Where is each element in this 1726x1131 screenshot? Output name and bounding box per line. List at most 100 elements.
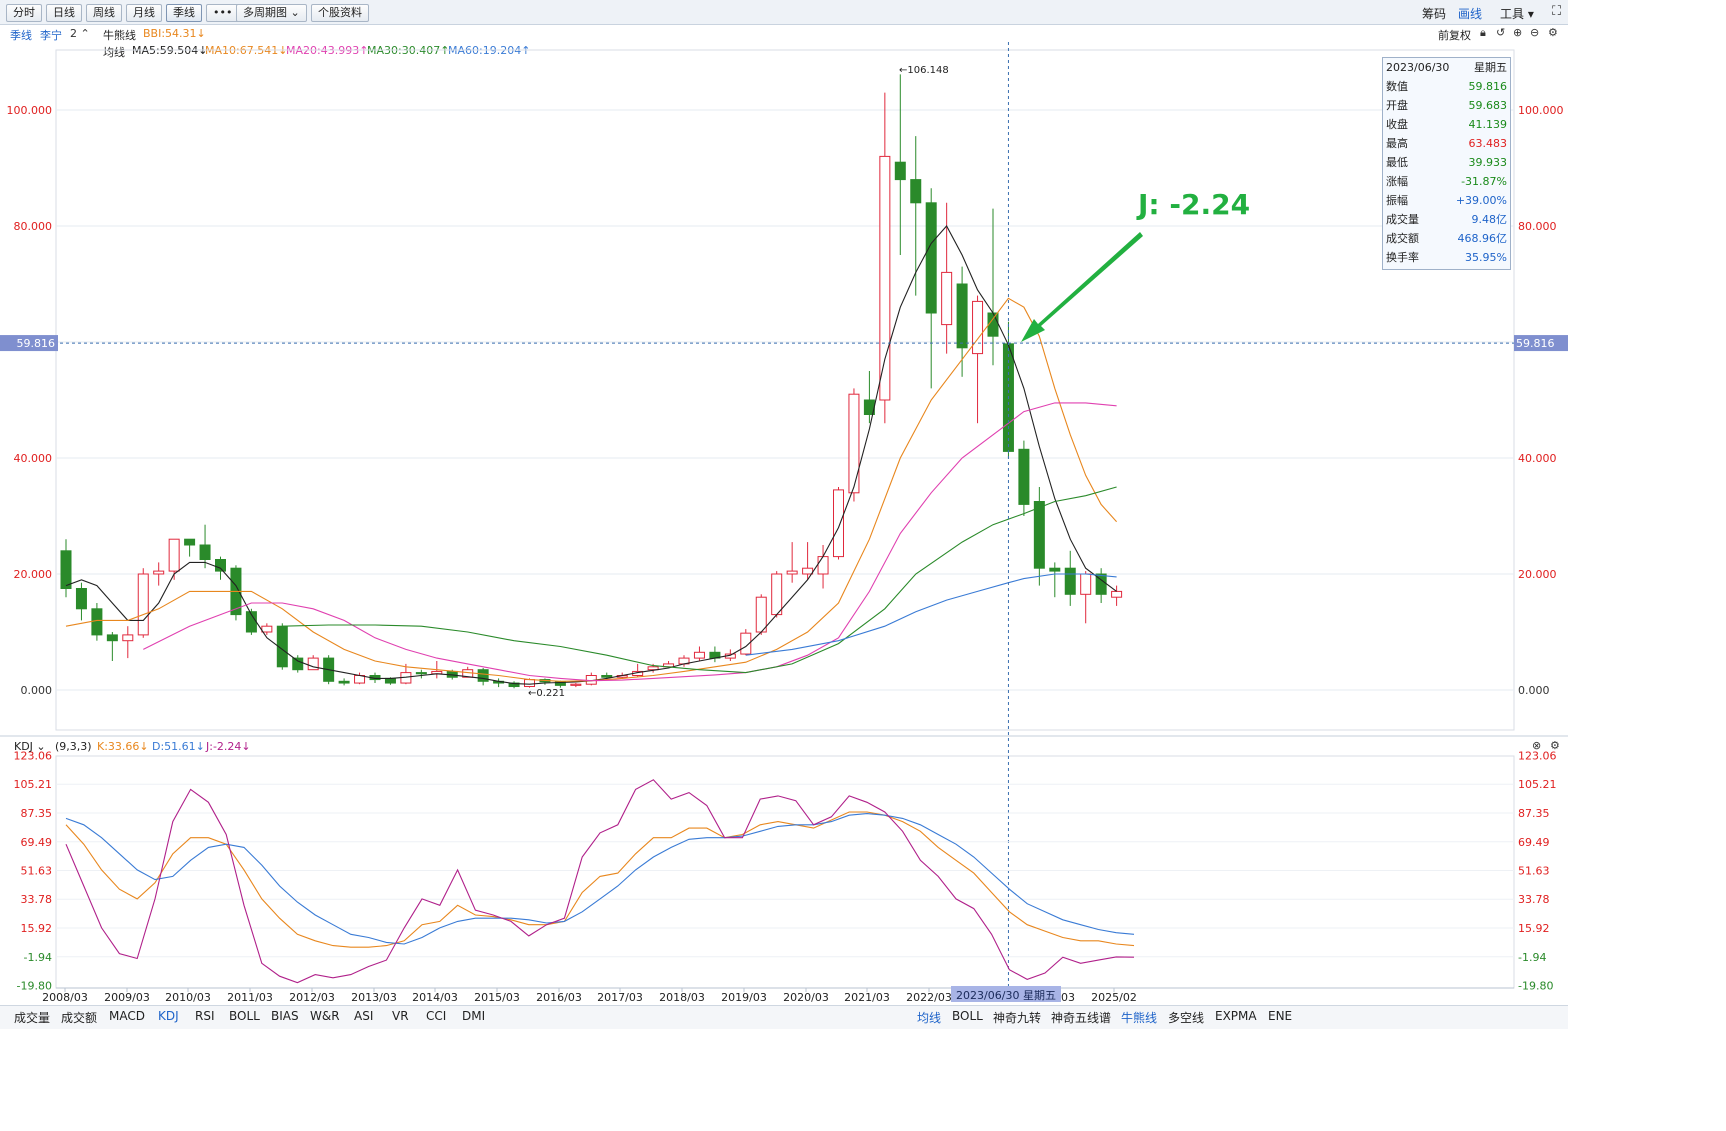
toolbar-button-4[interactable]: 季线 [166, 4, 202, 22]
info-row: 最低 39.933 [1383, 153, 1510, 172]
cursor-price-tag-left [0, 335, 58, 352]
indicator-tab-8[interactable]: ASI [354, 1009, 374, 1023]
toolbar-button-6[interactable]: 多周期图 ⌄ [236, 4, 307, 22]
price-axis-label-right: 40.000 [1518, 452, 1557, 465]
x-axis-label: 2022/03 [906, 991, 952, 1004]
overlay-tab-6[interactable]: EXPMA [1215, 1009, 1257, 1023]
kdj-axis-label-left: -1.94 [24, 951, 52, 964]
chip-distribution-link[interactable]: 筹码 [1422, 7, 1447, 21]
info-key: 最高 [1386, 137, 1408, 150]
candle-body [941, 271, 953, 326]
toolbar-button-1[interactable]: 日线 [46, 4, 82, 22]
close-icon[interactable]: ⊗ [1532, 739, 1542, 752]
overlay-tab-5[interactable]: 多空线 [1168, 1011, 1205, 1025]
info-row: 数值 59.816 [1383, 77, 1510, 96]
overlay-tab-0[interactable]: 均线 [917, 1011, 942, 1025]
kdj-axis-label-left: 87.35 [21, 807, 53, 820]
candle-body [477, 669, 489, 682]
x-axis-label: 2011/03 [227, 991, 273, 1004]
info-key: 开盘 [1386, 99, 1408, 112]
j-callout-text: J: -2.24 [1136, 188, 1250, 221]
settings-icon[interactable]: ⚙ [1548, 26, 1558, 39]
candle-body [60, 550, 72, 589]
stock-name[interactable]: 李宁 [40, 29, 62, 42]
kdj-axis-label-right: 69.49 [1518, 836, 1550, 849]
ma-line-ma30 [282, 486, 1117, 674]
price-axis-label-right: 0.000 [1518, 684, 1550, 697]
fullscreen-icon[interactable]: ⛶ [1552, 4, 1562, 19]
indicator-tab-4[interactable]: RSI [195, 1009, 215, 1023]
indicator-tab-1[interactable]: 成交额 [61, 1011, 98, 1025]
x-axis-label: 2018/03 [659, 991, 705, 1004]
draw-line-link[interactable]: 画线 [1458, 7, 1483, 21]
indicator-tab-10[interactable]: CCI [426, 1009, 447, 1023]
info-key: 收盘 [1386, 118, 1408, 131]
indicator-tab-11[interactable]: DMI [462, 1009, 486, 1023]
indicator-tab-2[interactable]: MACD [109, 1009, 145, 1023]
candle-body [338, 680, 350, 684]
candle-body [1064, 567, 1076, 595]
kdj-axis-label-right: 33.78 [1518, 893, 1550, 906]
overlay-tab-1[interactable]: BOLL [952, 1009, 983, 1023]
price-axis-label-left: 40.000 [14, 452, 53, 465]
undo-icon[interactable]: ↺ [1496, 26, 1506, 39]
x-axis-label: 2021/03 [844, 991, 890, 1004]
x-axis-label: 2013/03 [351, 991, 397, 1004]
kdj-axis-label-left: -19.80 [17, 980, 52, 993]
toolbar-button-2[interactable]: 周线 [86, 4, 122, 22]
kdj-axis-label-right: 51.63 [1518, 865, 1550, 878]
info-weekday: 星期五 [1474, 61, 1507, 74]
indicator-tab-6[interactable]: BIAS [271, 1009, 299, 1023]
candle-body [972, 300, 984, 355]
kdj-axis-label-left: 69.49 [21, 836, 53, 849]
adjust-label[interactable]: 前复权 [1438, 29, 1471, 42]
kdj-selector[interactable]: KDJ ⌄ [14, 740, 46, 753]
candle-body [215, 559, 226, 572]
period-label: 季线 [10, 29, 32, 42]
toolbar-button-3[interactable]: 月线 [126, 4, 162, 22]
info-key: 涨幅 [1386, 175, 1408, 188]
info-key: 数值 [1386, 80, 1408, 93]
info-row: 涨幅 -31.87% [1383, 172, 1510, 191]
indicator-tab-9[interactable]: VR [392, 1009, 409, 1023]
indicator-tab-0[interactable]: 成交量 [14, 1011, 51, 1025]
overlay-tab-4[interactable]: 牛熊线 [1121, 1011, 1158, 1025]
indicator-tab-3[interactable]: KDJ [158, 1009, 179, 1023]
kdj-axis-label-left: 105.21 [14, 778, 53, 791]
toolbar-button-0[interactable]: 分时 [6, 4, 42, 22]
candle-body [740, 632, 752, 655]
chart-canvas[interactable]: 100.000100.00080.00080.00060.00040.00040… [0, 0, 1568, 1028]
x-axis-label: 2025/02 [1091, 991, 1137, 1004]
kdj-axis-label-right: 15.92 [1518, 922, 1550, 935]
kdj-settings-icon[interactable]: ⚙ [1550, 739, 1560, 752]
kdj-d-value: D:51.61↓ [152, 740, 205, 753]
candle-body [261, 625, 273, 633]
overlay-tab-7[interactable]: ENE [1268, 1009, 1293, 1023]
ma-line-ma60 [745, 573, 1117, 656]
overlay-tab-2[interactable]: 神奇九转 [993, 1011, 1042, 1025]
indicator-tab-7[interactable]: W&R [310, 1009, 340, 1023]
tools-menu[interactable]: 工具 ▾ [1500, 7, 1534, 21]
info-date: 2023/06/30 [1386, 61, 1450, 74]
cursor-price-right: 59.816 [1516, 337, 1555, 350]
candle-body [894, 161, 906, 181]
overlay-tab-3[interactable]: 神奇五线谱 [1051, 1011, 1112, 1025]
candle-body [307, 657, 319, 671]
kdj-j-value: J:-2.24↓ [206, 740, 251, 753]
lock-icon[interactable]: 🔒︎ [1480, 26, 1486, 39]
candle-body [987, 312, 999, 337]
info-value: +39.00% [1455, 194, 1507, 207]
stock-extra[interactable]: 2 ⌃ [70, 27, 90, 40]
candle-body [693, 651, 705, 659]
zoom-in-icon[interactable]: ⊕ [1513, 26, 1523, 39]
candle-body [802, 567, 814, 575]
info-row: 开盘 59.683 [1383, 96, 1510, 115]
price-axis-label-left: 0.000 [21, 684, 53, 697]
info-row: 最高 63.483 [1383, 134, 1510, 153]
candle-body [75, 588, 87, 610]
kdj-line-j [65, 779, 1135, 984]
zoom-out-icon[interactable]: ⊖ [1530, 26, 1540, 39]
toolbar-button-7[interactable]: 个股资料 [311, 4, 369, 22]
candle-body [771, 573, 783, 616]
indicator-tab-5[interactable]: BOLL [229, 1009, 260, 1023]
